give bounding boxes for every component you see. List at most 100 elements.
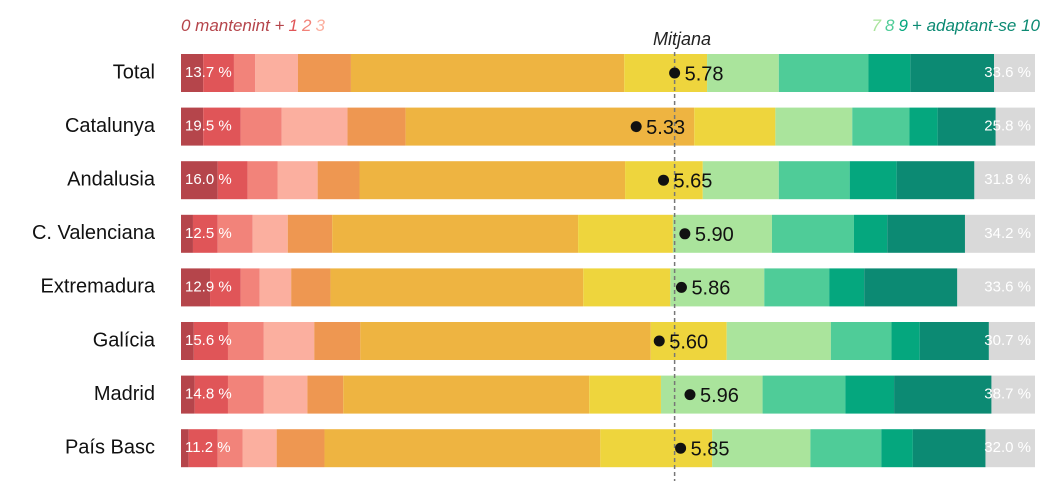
mean-dot (630, 121, 642, 133)
bar-segment (909, 107, 938, 146)
bar-segment (957, 268, 1035, 307)
left-total: 15.6 % (185, 332, 232, 349)
bar-segment (985, 429, 1035, 468)
mean-value: 5.90 (695, 224, 734, 246)
bar-segment (707, 54, 779, 92)
bar-segment (810, 429, 882, 468)
bar-segment (589, 375, 661, 414)
bar-segment (233, 54, 256, 92)
bar-segment (988, 322, 1035, 360)
bar-segment (864, 268, 958, 307)
category-label: Catalunya (65, 115, 156, 137)
bar-segment (192, 214, 218, 253)
bar-segment (217, 429, 243, 468)
bar-segment (255, 54, 298, 92)
bar-segment (347, 107, 406, 146)
bar-segment (247, 161, 278, 200)
bar-segment (994, 54, 1035, 92)
bar-segment (852, 107, 910, 146)
bar-segment (317, 161, 360, 200)
bar-segment (660, 375, 763, 414)
bar-segment (359, 161, 626, 200)
bar-segment (887, 214, 965, 253)
bar-segment (891, 322, 920, 360)
left-total: 14.8 % (185, 386, 232, 403)
bar-segment (240, 268, 260, 307)
left-total: 11.2 % (185, 439, 231, 456)
bar-segment (193, 322, 228, 360)
category-label: C. Valenciana (32, 222, 156, 244)
bar-segment (276, 429, 325, 468)
bar-segment (937, 107, 996, 146)
right-total: 30.7 % (984, 332, 1031, 349)
left-total: 19.5 % (185, 118, 232, 135)
category-label: Extremadura (41, 276, 156, 298)
bar-segment (203, 54, 234, 92)
mean-dot (653, 335, 665, 347)
bar-segment (964, 214, 1035, 253)
bar-segment (297, 54, 351, 92)
legend-entry: 3 (315, 16, 325, 35)
legend-right: 7 8 9 + adaptant-se 10 (872, 16, 1041, 35)
legend-entry: 8 (885, 16, 895, 35)
bar-segment (227, 322, 264, 360)
bar-segment (263, 322, 315, 360)
right-total: 25.8 % (984, 118, 1031, 135)
right-total: 32.0 % (984, 439, 1031, 456)
right-total: 34.2 % (984, 225, 1031, 242)
bar-segment (360, 322, 651, 360)
bar-segment (181, 161, 218, 200)
right-total: 38.7 % (984, 386, 1031, 403)
legend-entry: 0 mantenint + (181, 16, 285, 35)
category-label: Total (113, 61, 155, 83)
bar-segment (181, 268, 211, 307)
mean-value: 5.96 (700, 385, 739, 407)
bar-segment (263, 375, 308, 414)
bar-segment (252, 214, 288, 253)
bar-segment (578, 214, 673, 253)
right-total: 31.8 % (984, 171, 1031, 188)
bar-segment (210, 268, 241, 307)
bar-segment (881, 429, 913, 468)
mean-value: 5.78 (685, 63, 724, 85)
left-total: 13.7 % (185, 64, 232, 81)
bar-segment (762, 375, 846, 414)
mean-dot (684, 389, 696, 401)
bar-segment (912, 429, 986, 468)
bar-segment (624, 54, 708, 92)
bar-segment (991, 375, 1035, 414)
bar-segment (694, 107, 776, 146)
legend-entry: + adaptant-se 10 (912, 16, 1041, 35)
mean-label: Mitjana (653, 29, 711, 49)
mean-dot (675, 442, 687, 454)
mean-value: 5.85 (691, 438, 730, 460)
mean-value: 5.86 (691, 278, 730, 300)
bar-segment (829, 268, 865, 307)
bar-segment (830, 322, 892, 360)
bar-segment (291, 268, 331, 307)
bar-segment (194, 375, 228, 414)
bar-segment (910, 54, 995, 92)
right-total: 33.6 % (984, 64, 1031, 81)
bar-segment (217, 214, 253, 253)
bar-segment (330, 268, 584, 307)
bar-segment (919, 322, 989, 360)
bar-segment (712, 429, 811, 468)
bar-segment (181, 107, 204, 146)
bar-segment (181, 54, 204, 92)
legend-entry: 7 (872, 16, 882, 35)
mean-dot (658, 174, 670, 186)
bar-segment (974, 161, 1035, 200)
bar-segment (868, 54, 911, 92)
legend-entry: 9 (898, 16, 908, 35)
bar-segment (181, 375, 195, 414)
bar-segment (600, 429, 713, 468)
bar-segment (849, 161, 897, 200)
bar-segment (307, 375, 344, 414)
left-total: 16.0 % (185, 171, 232, 188)
mean-value: 5.33 (646, 117, 685, 139)
bar-segment (726, 322, 831, 360)
mean-value: 5.65 (674, 170, 713, 192)
bar-segment (242, 429, 277, 468)
bar-segment (314, 322, 361, 360)
